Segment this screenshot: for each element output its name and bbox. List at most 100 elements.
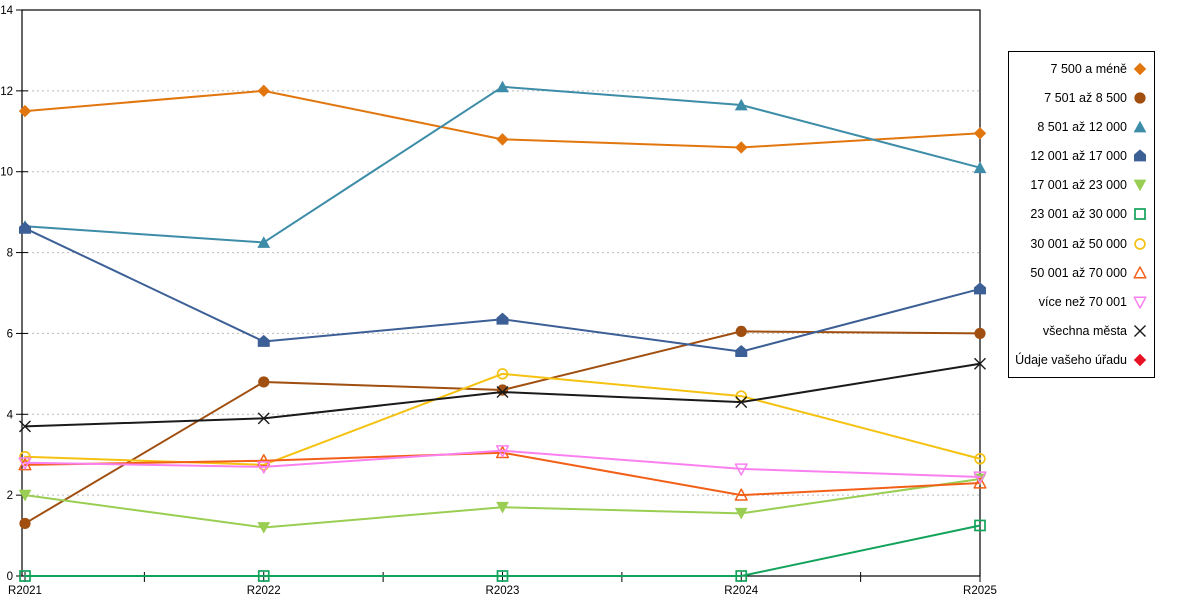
diamond-marker-icon [1133, 354, 1147, 367]
legend-marker [1133, 62, 1147, 75]
square-open-marker-icon [19, 570, 31, 582]
triangle-up-marker-icon [973, 161, 987, 174]
triangle-down-open-marker-icon [734, 463, 748, 476]
legend-item: Údaje vašeho úřadu [1009, 352, 1154, 368]
series-triangle-down-open [18, 445, 987, 484]
series-line [24, 449, 981, 478]
legend: 7 500 a méně 7 501 až 8 500 8 501 až 12 00… [1008, 51, 1155, 378]
legend-item-label: více než 70 001 [1038, 294, 1127, 309]
y-axis-label: 12 [0, 86, 13, 98]
triangle-down-open-marker-icon [495, 445, 510, 458]
legend-item: více než 70 001 [1009, 294, 1154, 310]
square-open-marker-icon [1134, 208, 1146, 221]
pentagon-marker-icon [496, 312, 509, 325]
square-open-marker-icon [257, 570, 270, 582]
legend-marker [1133, 296, 1147, 309]
series-circle-open [19, 368, 986, 471]
circle-marker-icon [258, 376, 270, 388]
legend-marker [1134, 237, 1146, 250]
legend-item: všechna města [1009, 323, 1154, 339]
x-marker-icon [19, 420, 31, 433]
x-marker-icon [257, 412, 270, 425]
triangle-up-marker-icon [734, 98, 748, 111]
y-axis-label: 4 [7, 409, 14, 421]
x-axis-label: R2025 [963, 585, 997, 597]
y-axis-label: 10 [0, 167, 13, 179]
triangle-down-marker-icon [257, 522, 271, 534]
diamond-marker-icon [257, 84, 270, 98]
circle-marker-icon [735, 325, 747, 338]
circle-open-marker-icon [19, 450, 31, 463]
series-triangle-down [18, 473, 987, 534]
legend-marker [1133, 179, 1147, 192]
legend-item-label: Údaje vašeho úřadu [1015, 353, 1127, 368]
triangle-down-marker-icon [734, 507, 748, 520]
series-x [19, 357, 986, 433]
diamond-marker-icon [973, 127, 987, 140]
square-open-marker-icon [735, 570, 748, 582]
y-axis-label: 14 [0, 5, 13, 17]
legend-item-label: 50 001 až 70 000 [1030, 265, 1127, 280]
triangle-up-marker-icon [496, 80, 509, 93]
legend-marker [1133, 120, 1147, 133]
legend-item: 50 001 až 70 000 [1009, 265, 1154, 281]
triangle-down-marker-icon [1133, 179, 1147, 192]
series-line [24, 330, 981, 525]
legend-item: 8 501 až 12 000 [1009, 119, 1154, 135]
x-axis-label: R2024 [724, 585, 758, 597]
legend-marker [1134, 92, 1146, 104]
triangle-up-open-marker-icon [1133, 266, 1147, 279]
square-open-marker-icon [496, 570, 509, 582]
legend-item-label: 23 001 až 30 000 [1030, 207, 1127, 222]
x-axis-label: R2022 [247, 585, 281, 597]
x-marker-icon [1134, 325, 1146, 338]
triangle-up-open-marker-icon [734, 488, 748, 501]
circle-open-marker-icon [1134, 237, 1146, 250]
legend-item-label: 7 501 až 8 500 [1044, 90, 1127, 105]
series-line [24, 85, 981, 244]
circle-open-marker-icon [735, 390, 747, 402]
legend-item-label: 30 001 až 50 000 [1030, 236, 1127, 251]
triangle-up-marker-icon [1133, 120, 1147, 133]
legend-item-label: 8 501 až 12 000 [1037, 119, 1127, 134]
pentagon-marker-icon [257, 334, 270, 347]
pentagon-marker-icon [1134, 149, 1146, 162]
series-line [24, 451, 981, 497]
legend-item-label: 7 500 a méně [1050, 61, 1127, 76]
legend-item: 7 500 a méně [1009, 61, 1154, 77]
x-marker-icon [496, 386, 509, 399]
legend-marker [1134, 325, 1146, 338]
x-marker-icon [735, 396, 748, 409]
legend-item-label: 12 001 až 17 000 [1030, 149, 1127, 164]
legend-item-label: všechna města [1042, 324, 1127, 339]
triangle-up-marker-icon [257, 236, 271, 248]
triangle-down-open-marker-icon [1133, 296, 1147, 309]
series-triangle-up-open [18, 445, 987, 501]
y-axis-label: 2 [7, 490, 13, 502]
pentagon-marker-icon [19, 221, 31, 234]
triangle-down-marker-icon [496, 501, 509, 514]
diamond-marker-icon [1133, 62, 1147, 75]
diamond-marker-icon [496, 133, 509, 146]
circle-marker-icon [19, 517, 31, 530]
series-pentagon [19, 221, 986, 358]
triangle-down-open-marker-icon [973, 471, 987, 484]
series-square-open [19, 519, 986, 582]
circle-open-marker-icon [496, 368, 509, 380]
legend-item: 7 501 až 8 500 [1009, 90, 1154, 106]
triangle-down-open-marker-icon [18, 457, 32, 470]
series-diamond [18, 84, 987, 154]
x-axis-label: R2023 [486, 585, 520, 597]
circle-marker-icon [974, 327, 986, 340]
pentagon-marker-icon [735, 345, 748, 358]
square-open-marker-icon [974, 519, 986, 532]
circle-marker-icon [1134, 92, 1146, 104]
triangle-down-marker-icon [18, 489, 32, 502]
triangle-up-open-marker-icon [973, 476, 987, 489]
pentagon-marker-icon [974, 282, 986, 295]
diamond-marker-icon [18, 104, 32, 118]
series-line [24, 524, 981, 577]
legend-marker [1134, 208, 1146, 221]
legend-item: 12 001 až 17 000 [1009, 148, 1154, 164]
